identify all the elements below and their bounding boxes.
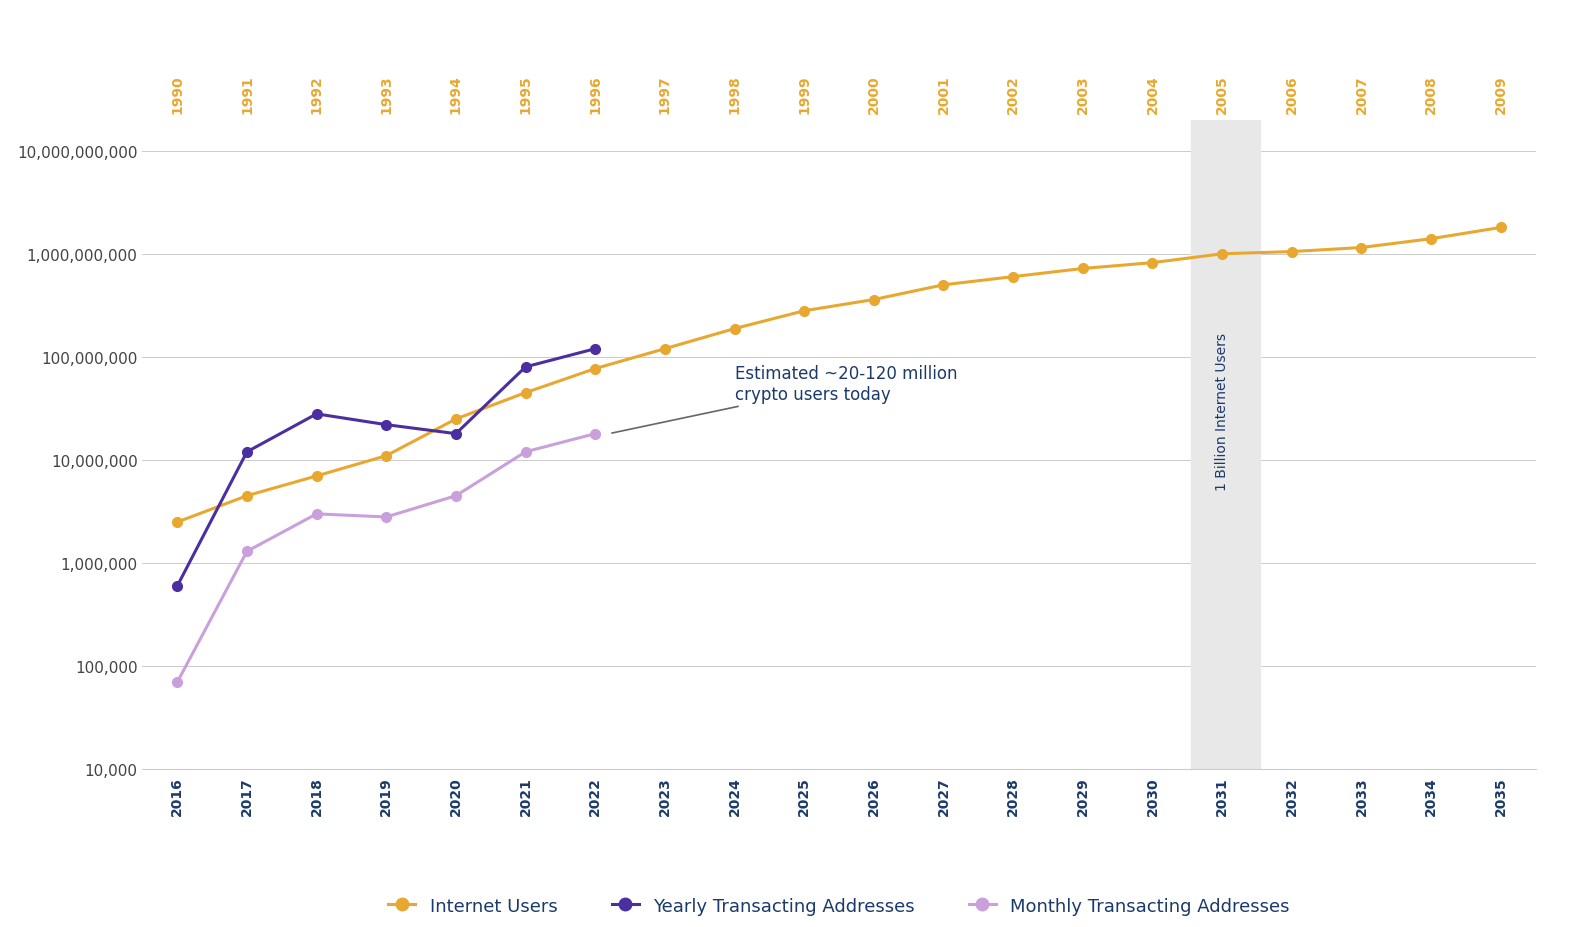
- Text: 1 Billion Internet Users: 1 Billion Internet Users: [1216, 333, 1228, 490]
- Bar: [1190, 121, 1260, 769]
- Text: Estimated ~20-120 million
crypto users today: Estimated ~20-120 million crypto users t…: [613, 365, 958, 434]
- Legend: Internet Users, Yearly Transacting Addresses, Monthly Transacting Addresses: Internet Users, Yearly Transacting Addre…: [382, 890, 1296, 922]
